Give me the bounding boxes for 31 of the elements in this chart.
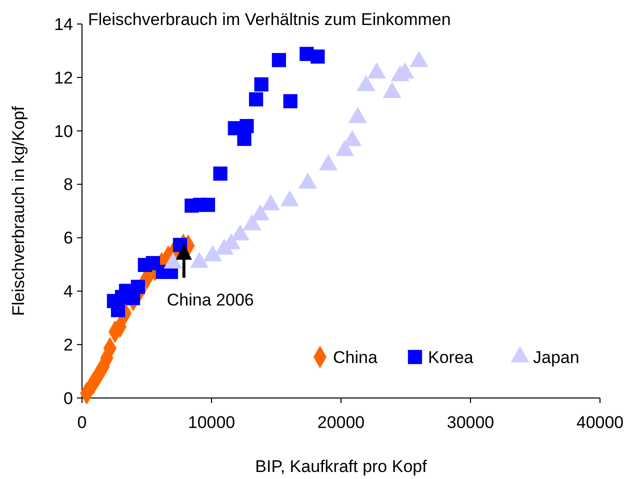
x-tick-label: 20000 xyxy=(317,413,365,432)
y-tick-label: 10 xyxy=(54,122,73,141)
point xyxy=(283,94,298,108)
point xyxy=(213,166,228,181)
y-tick-label: 6 xyxy=(64,228,73,248)
legend-label: Japan xyxy=(533,348,580,367)
y-axis-title: Fleischverbrauch in kg/Kopf xyxy=(9,106,28,316)
annotation: China 2006 xyxy=(166,290,254,310)
y-tick-label: 4 xyxy=(64,282,73,302)
point xyxy=(248,92,264,106)
point xyxy=(200,198,216,212)
x-tick-label: 0 xyxy=(77,413,87,432)
point xyxy=(310,50,325,64)
x-axis-title: BIP, Kaufkraft pro Kopf xyxy=(255,457,428,476)
point xyxy=(110,303,126,318)
y-tick-label: 2 xyxy=(64,336,73,355)
point xyxy=(272,52,286,68)
point xyxy=(237,132,252,146)
point xyxy=(254,77,268,92)
legend-label: China xyxy=(333,348,378,367)
y-tick-label: 0 xyxy=(64,388,73,408)
chart-title: Fleischverbrauch im Verhältnis zum Einkommen xyxy=(88,10,451,29)
x-tick-label: 40000 xyxy=(576,413,624,432)
legend-label: Korea xyxy=(428,348,474,367)
y-tick-label: 8 xyxy=(64,175,73,194)
x-tick-label: 10000 xyxy=(188,413,236,432)
x-tick-label: 30000 xyxy=(446,413,494,432)
point xyxy=(130,280,146,294)
y-tick-label: 14 xyxy=(54,14,73,34)
point xyxy=(240,118,254,134)
y-tick-label: 12 xyxy=(54,68,73,88)
